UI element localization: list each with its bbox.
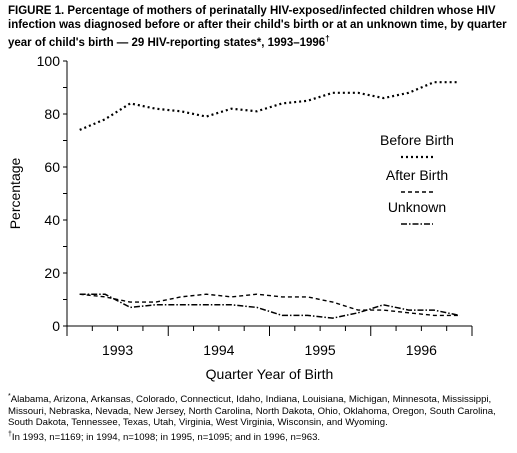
footnotes: *Alabama, Arizona, Arkansas, Colorado, C…	[8, 391, 513, 444]
y-tick-label: 0	[52, 318, 60, 334]
footnote-states: *Alabama, Arizona, Arkansas, Colorado, C…	[8, 393, 496, 429]
x-axis-label: Quarter Year of Birth	[206, 366, 334, 382]
series-line-before-birth	[79, 81, 460, 131]
title-footnote-mark: †	[325, 34, 330, 43]
y-axis-label: Percentage	[7, 157, 23, 229]
x-tick-label: 1994	[203, 342, 234, 358]
y-tick-label: 100	[37, 53, 61, 69]
legend-label: Before Birth	[380, 132, 454, 148]
series-line-unknown	[79, 293, 460, 319]
legend-label: Unknown	[388, 199, 446, 215]
y-tick-label: 20	[44, 265, 60, 281]
line-chart: 0 20 40 60 80 100 Percentage 1993 1994 1995 1996 Qu…	[7, 53, 473, 382]
x-tick-label: 1996	[406, 342, 437, 358]
footnote-sample-sizes: †In 1993, n=1169; in 1994, n=1098; in 19…	[8, 430, 321, 444]
y-tick-label: 40	[44, 212, 60, 228]
x-tick-label: 1993	[102, 342, 133, 358]
figure-title: FIGURE 1. Percentage of mothers of perin…	[8, 5, 507, 49]
chart-legend: Before Birth After Birth Unknown	[380, 132, 454, 225]
legend-label: After Birth	[386, 167, 448, 183]
plot-lines	[79, 81, 460, 319]
chart-axes: 0 20 40 60 80 100 Percentage 1993 1994 1995 1996 Qu…	[7, 53, 473, 382]
y-tick-label: 80	[44, 106, 60, 122]
y-tick-label: 60	[44, 159, 60, 175]
series-line-after-birth	[79, 293, 460, 317]
x-tick-label: 1995	[305, 342, 336, 358]
